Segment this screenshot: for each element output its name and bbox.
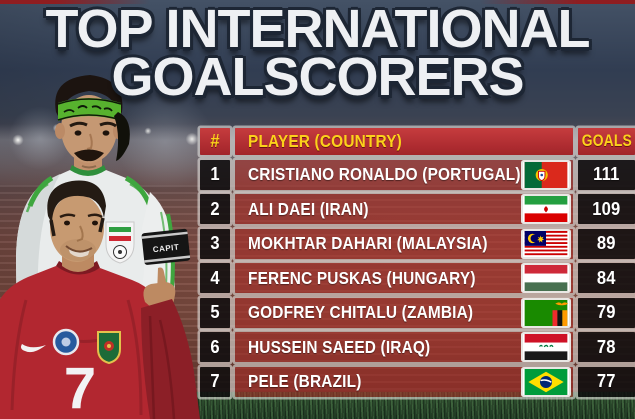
table-row: 2 ALI DAEI (IRAN) 109 bbox=[200, 194, 635, 224]
goals-value: 78 bbox=[597, 336, 616, 357]
player-name: CRISTIANO RONALDO (PORTUGAL) bbox=[248, 164, 521, 184]
flag-hungary-icon bbox=[523, 265, 569, 291]
player-name: GODFREY CHITALU (ZAMBIA) bbox=[248, 302, 474, 322]
goals-value: 84 bbox=[597, 267, 616, 288]
flag-iraq-icon bbox=[523, 334, 569, 360]
players-photo-illustration: CAPIT bbox=[0, 75, 200, 419]
euro-badge bbox=[52, 328, 80, 356]
player-cell: FERENC PUSKAS (HUNGARY) bbox=[235, 263, 573, 293]
goals-value: 79 bbox=[597, 302, 616, 322]
captain-armband: CAPIT bbox=[141, 228, 191, 265]
flag-brazil-icon bbox=[523, 368, 569, 395]
rank-cell: 2 bbox=[200, 194, 230, 224]
table-row: 3 MOKHTAR DAHARI (MALAYSIA) 89 bbox=[200, 228, 635, 259]
rank-cell: 7 bbox=[200, 366, 230, 397]
header-goals-label: GOALS bbox=[581, 132, 632, 150]
goals-cell: 77 bbox=[578, 366, 635, 397]
player-name: MOKHTAR DAHARI (MALAYSIA) bbox=[248, 233, 488, 253]
goals-cell: 84 bbox=[578, 263, 635, 293]
player-name: ALI DAEI (IRAN) bbox=[248, 198, 369, 219]
header-goals-cell: GOALS bbox=[578, 128, 635, 155]
table-row: 7 PELE (BRAZIL) 77 bbox=[200, 366, 635, 397]
goals-value: 89 bbox=[597, 233, 616, 253]
header-rank-cell: # bbox=[200, 128, 230, 155]
rank-value: 6 bbox=[210, 336, 220, 357]
goals-cell: 111 bbox=[578, 159, 635, 190]
rank-value: 7 bbox=[210, 371, 220, 391]
goals-value: 109 bbox=[592, 198, 621, 219]
rank-value: 4 bbox=[210, 267, 220, 288]
header-player-label: PLAYER (COUNTRY) bbox=[248, 131, 402, 151]
flag-malaysia-icon bbox=[523, 230, 569, 257]
goals-cell: 78 bbox=[578, 332, 635, 362]
player-cell: HUSSEIN SAEED (IRAQ) bbox=[235, 332, 573, 362]
jersey-number: 7 bbox=[64, 356, 96, 419]
flag-iran-icon bbox=[523, 196, 569, 222]
player-cell: CRISTIANO RONALDO (PORTUGAL) bbox=[235, 159, 573, 190]
rank-value: 2 bbox=[210, 198, 220, 219]
flag-portugal-icon bbox=[523, 161, 569, 188]
header-rank-label: # bbox=[210, 131, 220, 151]
top-red-border bbox=[0, 0, 635, 4]
iran-crest bbox=[105, 221, 135, 264]
rank-value: 3 bbox=[210, 233, 220, 253]
player-cell: PELE (BRAZIL) bbox=[235, 366, 573, 397]
nike-swoosh bbox=[21, 344, 46, 353]
table-row: 1 CRISTIANO RONALDO (PORTUGAL) 111 bbox=[200, 159, 635, 190]
player-cell: GODFREY CHITALU (ZAMBIA) bbox=[235, 297, 573, 328]
goals-cell: 109 bbox=[578, 194, 635, 224]
rank-cell: 5 bbox=[200, 297, 230, 328]
flag-zambia-icon bbox=[523, 299, 569, 326]
goalscorers-table: # PLAYER (COUNTRY) GOALS 1 CRISTIANO RON… bbox=[200, 128, 635, 397]
table-row: 6 HUSSEIN SAEED (IRAQ) 78 bbox=[200, 332, 635, 362]
goals-cell: 79 bbox=[578, 297, 635, 328]
rank-value: 5 bbox=[210, 302, 220, 322]
goals-value: 77 bbox=[597, 371, 616, 391]
portugal-crest bbox=[97, 331, 121, 365]
player-cell: MOKHTAR DAHARI (MALAYSIA) bbox=[235, 228, 573, 259]
rank-cell: 4 bbox=[200, 263, 230, 293]
rank-value: 1 bbox=[210, 164, 220, 184]
table-row: 5 GODFREY CHITALU (ZAMBIA) 79 bbox=[200, 297, 635, 328]
ronaldo-figure: 7 bbox=[0, 180, 200, 419]
armband-label: CAPIT bbox=[152, 243, 179, 255]
rank-cell: 1 bbox=[200, 159, 230, 190]
rank-cell: 6 bbox=[200, 332, 230, 362]
goals-value: 111 bbox=[593, 164, 620, 184]
table-header-row: # PLAYER (COUNTRY) GOALS bbox=[200, 128, 635, 155]
rank-cell: 3 bbox=[200, 228, 230, 259]
player-name: HUSSEIN SAEED (IRAQ) bbox=[248, 336, 431, 357]
player-cell: ALI DAEI (IRAN) bbox=[235, 194, 573, 224]
headband bbox=[57, 98, 130, 161]
table-row: 4 FERENC PUSKAS (HUNGARY) 84 bbox=[200, 263, 635, 293]
header-player-cell: PLAYER (COUNTRY) bbox=[235, 128, 573, 155]
goals-cell: 89 bbox=[578, 228, 635, 259]
player-name: PELE (BRAZIL) bbox=[248, 371, 362, 391]
player-name: FERENC PUSKAS (HUNGARY) bbox=[248, 267, 476, 288]
